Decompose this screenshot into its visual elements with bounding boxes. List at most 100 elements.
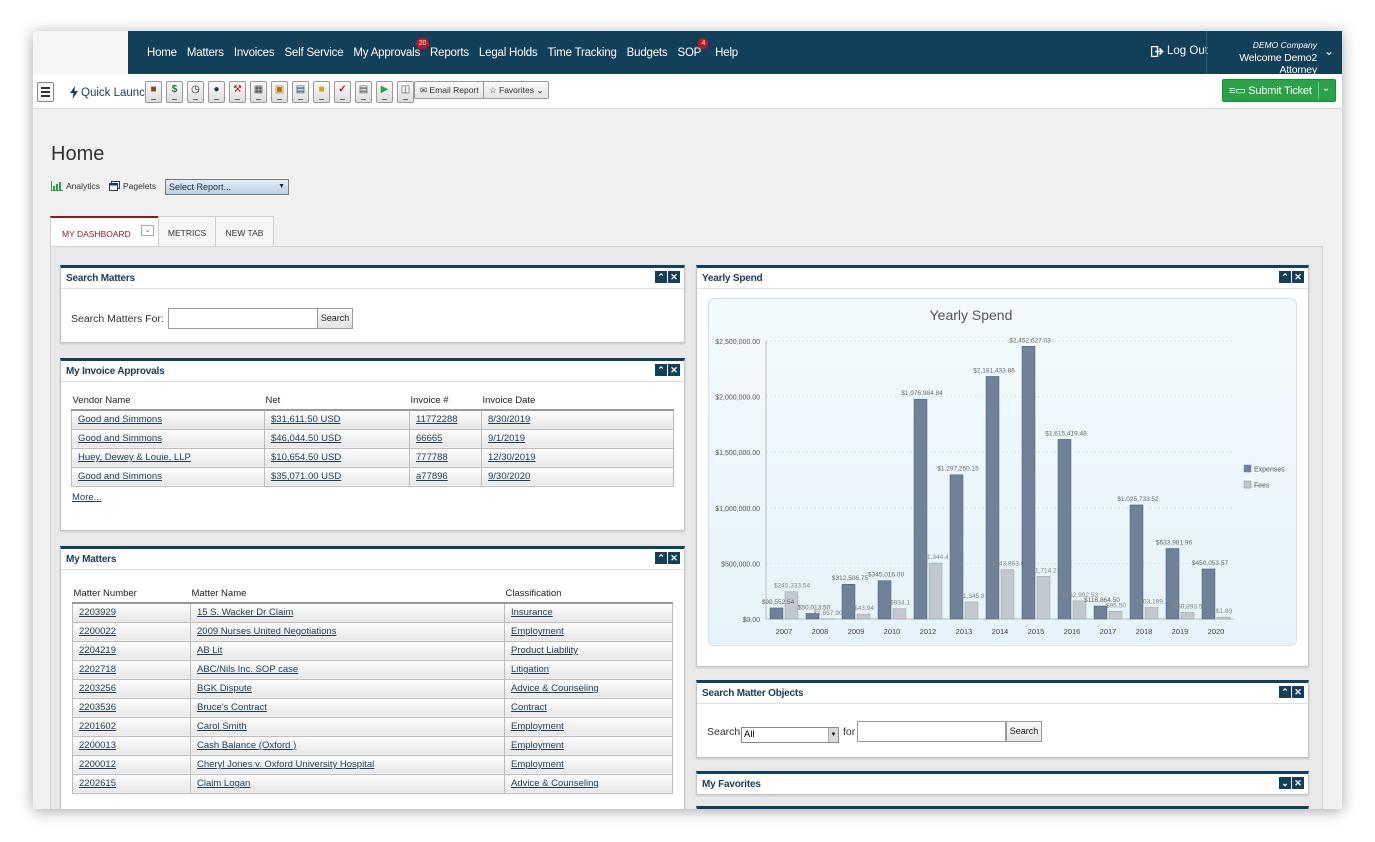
matter-name-link[interactable]: Claim Logan bbox=[197, 778, 250, 789]
invoice-date-link[interactable]: 8/30/2019 bbox=[488, 414, 530, 425]
logout-button[interactable]: Log Out bbox=[1151, 45, 1208, 57]
submit-ticket-button[interactable]: ≡▭ Submit Ticket ⌄ bbox=[1222, 79, 1336, 102]
net-link[interactable]: $35,071.00 USD bbox=[271, 471, 341, 482]
matter-name-link[interactable]: Cheryl Jones v. Oxford University Hospit… bbox=[197, 759, 374, 770]
close-icon[interactable]: ✕ bbox=[1292, 271, 1304, 283]
chevron-down-icon[interactable]: ⌄ bbox=[141, 225, 154, 236]
invoice-date-link[interactable]: 9/30/2020 bbox=[488, 471, 530, 482]
vendor-link[interactable]: Good and Simmons bbox=[78, 471, 162, 482]
classification-link[interactable]: Employment bbox=[511, 740, 564, 751]
classification-link[interactable]: Employment bbox=[511, 721, 564, 732]
matter-name-link[interactable]: Cash Balance (Oxford ) bbox=[197, 740, 296, 751]
user-menu[interactable]: DEMO Company Welcome Demo2 Attorney bbox=[1215, 40, 1317, 76]
object-type-select[interactable]: All▼ bbox=[741, 727, 839, 743]
grid-icon[interactable]: ▦ bbox=[250, 81, 267, 103]
collapse-icon[interactable]: ⌃ bbox=[655, 552, 667, 564]
vendor-link[interactable]: Huey, Dewey & Louie, LLP bbox=[78, 452, 191, 463]
analytics-link[interactable]: Analytics bbox=[51, 181, 100, 191]
invoice-number-link[interactable]: a77896 bbox=[416, 471, 448, 482]
matter-name-link[interactable]: Bruce's Contract bbox=[197, 702, 267, 713]
clock-icon[interactable]: ◷ bbox=[187, 81, 204, 103]
net-link[interactable]: $46,044.50 USD bbox=[271, 433, 341, 444]
document-icon[interactable]: ▤ bbox=[355, 81, 372, 103]
briefcase-icon[interactable]: ■ bbox=[145, 81, 162, 103]
invoice-date-link[interactable]: 12/30/2019 bbox=[488, 452, 536, 463]
calendar-icon[interactable]: ▣ bbox=[271, 81, 288, 103]
search-button[interactable]: Search bbox=[1006, 721, 1042, 742]
matter-number-link[interactable]: 2201602 bbox=[79, 721, 116, 732]
person-icon[interactable]: ● bbox=[208, 81, 225, 103]
nav-self-service[interactable]: Self Service bbox=[284, 47, 343, 59]
matter-number-link[interactable]: 2203256 bbox=[79, 683, 116, 694]
classification-link[interactable]: Advice & Counseling bbox=[511, 778, 599, 789]
matter-name-link[interactable]: AB Lit bbox=[197, 645, 222, 656]
collapse-icon[interactable]: ⌃ bbox=[1279, 686, 1291, 698]
invoice-number-link[interactable]: 11772288 bbox=[416, 414, 458, 425]
checkmark-icon[interactable]: ✓ bbox=[334, 81, 351, 103]
database-icon[interactable]: ◫ bbox=[397, 81, 414, 103]
search-button[interactable]: Search bbox=[317, 308, 353, 329]
matter-number-link[interactable]: 2200012 bbox=[79, 759, 116, 770]
more-link[interactable]: More... bbox=[72, 492, 102, 503]
nav-invoices[interactable]: Invoices bbox=[234, 47, 275, 59]
classification-link[interactable]: Contract bbox=[511, 702, 547, 713]
play-icon[interactable]: ▶ bbox=[376, 81, 393, 103]
nav-help[interactable]: Help bbox=[715, 47, 738, 59]
close-icon[interactable]: ✕ bbox=[1292, 777, 1304, 789]
close-icon[interactable]: ✕ bbox=[1292, 686, 1304, 698]
expand-icon[interactable]: ⌄ bbox=[1279, 777, 1291, 789]
collapse-icon[interactable]: ⌃ bbox=[655, 271, 667, 283]
invoice-number-link[interactable]: 66665 bbox=[416, 433, 442, 444]
collapse-icon[interactable]: ⌃ bbox=[655, 364, 667, 376]
close-icon[interactable]: ✕ bbox=[668, 552, 680, 564]
chevron-down-icon[interactable]: ⌄ bbox=[1322, 83, 1330, 94]
close-icon[interactable]: ✕ bbox=[668, 271, 680, 283]
vendor-link[interactable]: Good and Simmons bbox=[78, 414, 162, 425]
id-card-icon[interactable]: ▤ bbox=[292, 81, 309, 103]
matter-number-link[interactable]: 2203929 bbox=[79, 607, 116, 618]
matter-name-link[interactable]: BGK Dispute bbox=[197, 683, 252, 694]
collapse-icon[interactable]: ⌃ bbox=[1279, 271, 1291, 283]
note-icon[interactable]: ■ bbox=[313, 81, 330, 103]
classification-link[interactable]: Employment bbox=[511, 626, 564, 637]
email-report-button[interactable]: ✉ Email Report bbox=[414, 81, 485, 99]
classification-link[interactable]: Product Liability bbox=[511, 645, 578, 656]
matter-number-link[interactable]: 2200022 bbox=[79, 626, 116, 637]
nav-home[interactable]: Home bbox=[147, 47, 177, 59]
classification-link[interactable]: Employment bbox=[511, 759, 564, 770]
nav-legal-holds[interactable]: Legal Holds bbox=[479, 47, 538, 59]
invoice-number-link[interactable]: 777788 bbox=[416, 452, 448, 463]
nav-time-tracking[interactable]: Time Tracking bbox=[547, 47, 616, 59]
search-matters-input[interactable] bbox=[168, 308, 318, 329]
gavel-icon[interactable]: ⚒ bbox=[229, 81, 246, 103]
tab-my-dashboard[interactable]: MY DASHBOARD⌄ bbox=[50, 216, 159, 247]
dollar-icon[interactable]: $ bbox=[166, 81, 183, 103]
hamburger-menu-icon[interactable] bbox=[37, 82, 54, 102]
matter-number-link[interactable]: 2202718 bbox=[79, 664, 116, 675]
invoice-date-link[interactable]: 9/1/2019 bbox=[488, 433, 525, 444]
net-link[interactable]: $31,611.50 USD bbox=[271, 414, 341, 425]
matter-number-link[interactable]: 2203536 bbox=[79, 702, 116, 713]
matter-name-link[interactable]: 15 S. Wacker Dr Claim bbox=[197, 607, 293, 618]
nav-matters[interactable]: Matters bbox=[187, 47, 224, 59]
nav-reports[interactable]: Reports bbox=[430, 47, 469, 59]
nav-my-approvals[interactable]: My Approvals20 bbox=[353, 47, 420, 59]
search-objects-input[interactable] bbox=[857, 721, 1006, 742]
matter-number-link[interactable]: 2202615 bbox=[79, 778, 116, 789]
chevron-down-icon[interactable]: ⌄ bbox=[1324, 44, 1334, 58]
matter-name-link[interactable]: Carol Smith bbox=[197, 721, 247, 732]
vendor-link[interactable]: Good and Simmons bbox=[78, 433, 162, 444]
matter-number-link[interactable]: 2200013 bbox=[79, 740, 116, 751]
net-link[interactable]: $10,654.50 USD bbox=[271, 452, 341, 463]
pagelets-link[interactable]: Pagelets bbox=[109, 181, 156, 191]
classification-link[interactable]: Insurance bbox=[511, 607, 553, 618]
matter-name-link[interactable]: ABC/Nils Inc. SOP case bbox=[197, 664, 298, 675]
classification-link[interactable]: Advice & Counseling bbox=[511, 683, 599, 694]
quick-launch-button[interactable]: Quick Launch bbox=[70, 86, 151, 99]
tab-new-tab[interactable]: NEW TAB bbox=[215, 216, 274, 247]
tab-metrics[interactable]: METRICS bbox=[158, 216, 216, 247]
select-report-dropdown[interactable]: Select Report...▼ bbox=[165, 179, 289, 195]
nav-budgets[interactable]: Budgets bbox=[627, 47, 668, 59]
matter-name-link[interactable]: 2009 Nurses United Negotiations bbox=[197, 626, 336, 637]
classification-link[interactable]: Litigation bbox=[511, 664, 549, 675]
